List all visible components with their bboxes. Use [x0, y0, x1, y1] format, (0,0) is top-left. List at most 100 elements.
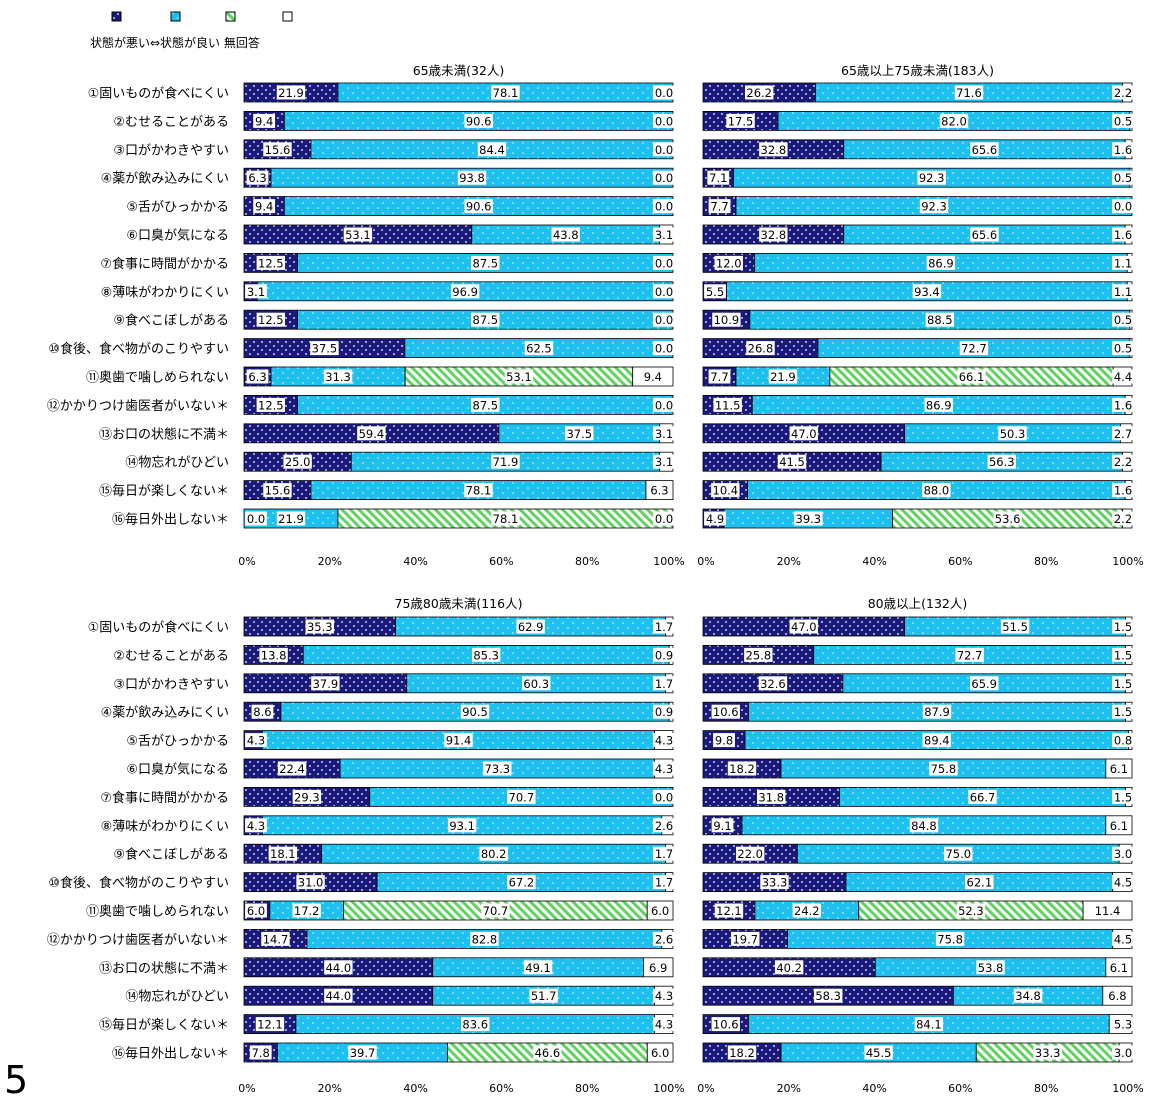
data-label-good: 91.4 — [446, 734, 472, 748]
data-label-no-answer-bg — [653, 846, 675, 861]
data-label-no-answer-bg — [653, 704, 675, 719]
data-label-bad: 32.8 — [761, 143, 787, 157]
bar-row: 32.8 65.6 1.6 — [702, 224, 1134, 245]
bar-row: 12.1 83.6 4.3 — [243, 1014, 675, 1034]
data-label-no-answer: 0.0 — [655, 285, 673, 299]
data-label-bad-bg — [711, 704, 740, 719]
data-label-good-bg — [955, 647, 984, 662]
data-label-hatched: 53.6 — [995, 512, 1021, 526]
x-tick-label: 0% — [697, 1082, 714, 1095]
data-label-no-answer: 6.1 — [1110, 762, 1128, 776]
data-label-good: 96.9 — [452, 285, 478, 299]
bar-row: 5.5 93.4 1.1 — [702, 281, 1134, 302]
data-label-bad: 35.3 — [307, 620, 333, 634]
data-label-no-answer: 1.5 — [1114, 705, 1132, 719]
data-label-good: 39.3 — [796, 512, 822, 526]
data-label-bad: 12.0 — [716, 256, 742, 270]
data-label-good-bg — [959, 341, 989, 356]
data-label-good-bg — [491, 454, 520, 469]
data-label-bad-bg — [246, 170, 269, 185]
data-label-no-answer-bg — [641, 369, 664, 384]
data-label-good: 53.8 — [978, 961, 1004, 975]
data-label-no-answer-bg — [1108, 818, 1130, 833]
x-tick-label: 100% — [653, 555, 684, 568]
bar-row: 7.1 92.3 0.5 — [702, 167, 1134, 188]
data-label-bad-bg — [727, 761, 757, 776]
data-label-bad: 10.6 — [713, 705, 739, 719]
data-label-no-answer: 0.0 — [655, 200, 673, 214]
data-label-bad-bg — [245, 284, 267, 299]
data-label-no-answer-bg — [1112, 227, 1134, 242]
data-label-no-answer-bg — [1112, 113, 1134, 128]
data-label-bad-bg — [712, 312, 741, 327]
data-label-no-answer: 3.1 — [655, 427, 673, 441]
data-label-good-bg — [970, 142, 999, 157]
data-label-bad: 4.9 — [706, 512, 724, 526]
category-label: ④薬が飲み込みにくい — [101, 705, 229, 721]
data-label-bad: 12.5 — [258, 313, 284, 327]
x-tick-label: 20% — [777, 1082, 801, 1095]
data-label-good: 84.8 — [911, 819, 937, 833]
data-label-good-bg — [926, 255, 956, 270]
data-label-good-bg — [464, 199, 493, 214]
data-label-bad-bg — [256, 312, 286, 327]
data-label-no-answer-bg — [1112, 846, 1134, 861]
data-label-no-answer-bg — [653, 511, 675, 526]
panel-2: 65歳以上75歳未満(183人) 26.2 71.6 2.2 17.5 82.0 0.5 32… — [697, 63, 1143, 568]
x-tick-label: 100% — [653, 1082, 684, 1095]
data-label-no-answer-bg — [1112, 483, 1134, 498]
data-label-no-answer: 0.5 — [1114, 342, 1132, 356]
data-label-no-answer: 6.1 — [1110, 961, 1128, 975]
data-label-no-answer-bg — [1112, 704, 1134, 719]
bar-row: 15.6 84.4 0.0 — [243, 139, 675, 160]
bar-row: 59.4 37.5 3.1 — [243, 423, 675, 444]
data-label-no-answer-bg — [653, 647, 675, 662]
data-label-bad-bg — [760, 875, 789, 890]
data-label-good-bg — [507, 875, 536, 890]
panel-1: 65歳未満(32人) 21.9 78.1 0.0 ①固いものが食べにくい 9.4 90.6 0… — [47, 63, 685, 568]
data-label-no-answer: 0.9 — [655, 648, 673, 662]
bar-row: 25.0 71.9 3.1 — [243, 451, 675, 472]
data-label-no-answer: 1.5 — [1114, 790, 1132, 804]
data-label-good: 80.2 — [481, 847, 507, 861]
data-label-no-answer: 6.9 — [649, 961, 667, 975]
data-label-no-answer-bg — [653, 113, 675, 128]
data-label-bad-bg — [789, 426, 819, 441]
data-label-no-answer: 4.3 — [655, 1018, 673, 1032]
data-label-bad-bg — [245, 733, 267, 748]
data-label-bad: 12.5 — [258, 256, 284, 270]
data-label-good-bg — [794, 511, 823, 526]
category-label: ⑫かかりつけ歯医者がいない＊ — [47, 933, 229, 948]
data-label-good-bg — [939, 113, 969, 128]
data-label-bad-bg — [251, 704, 274, 719]
data-label-good-bg — [944, 846, 973, 861]
data-label-no-answer-bg — [1112, 341, 1134, 356]
data-label-bad-bg — [276, 85, 306, 100]
data-label-good-bg — [464, 483, 493, 498]
data-label-no-answer: 6.3 — [650, 484, 668, 498]
data-label-bad: 21.9 — [278, 86, 304, 100]
page-number: 5 — [4, 1058, 29, 1102]
panel-3: 75歳80歳未満(116人) 35.3 62.9 1.7 ①固いものが食べにくい 13.8… — [47, 596, 685, 1095]
data-label-bad-bg — [245, 903, 267, 918]
data-label-hatched: 70.7 — [483, 904, 509, 918]
data-label-bad: 22.0 — [737, 847, 763, 861]
data-label-good: 39.7 — [350, 1046, 376, 1060]
legend-swatch-good — [170, 11, 181, 22]
bar-row: 8.6 90.5 0.9 — [243, 701, 675, 722]
bar-row: 58.3 34.8 6.8 — [702, 985, 1133, 1006]
bar-row: 18.2 45.5 33.3 3.0 — [702, 1042, 1134, 1063]
panel-title: 80歳以上(132人) — [868, 596, 968, 611]
category-label: ②むせることがある — [113, 115, 229, 130]
data-label-no-answer: 6.1 — [1110, 819, 1128, 833]
bar-row: 26.8 72.7 0.5 — [702, 338, 1134, 359]
data-label-good: 62.1 — [967, 876, 993, 890]
bar-row: 12.1 24.2 52.3 11.4 — [702, 900, 1133, 921]
data-label-no-answer: 0.0 — [655, 790, 673, 804]
data-label-bad-bg — [714, 255, 743, 270]
data-label-no-answer: 1.1 — [1114, 285, 1132, 299]
data-label-good: 90.6 — [466, 114, 492, 128]
bar-row: 14.7 82.8 2.6 — [243, 929, 675, 949]
data-label-bad-bg — [249, 1045, 272, 1060]
data-label-bad-bg — [268, 846, 298, 861]
